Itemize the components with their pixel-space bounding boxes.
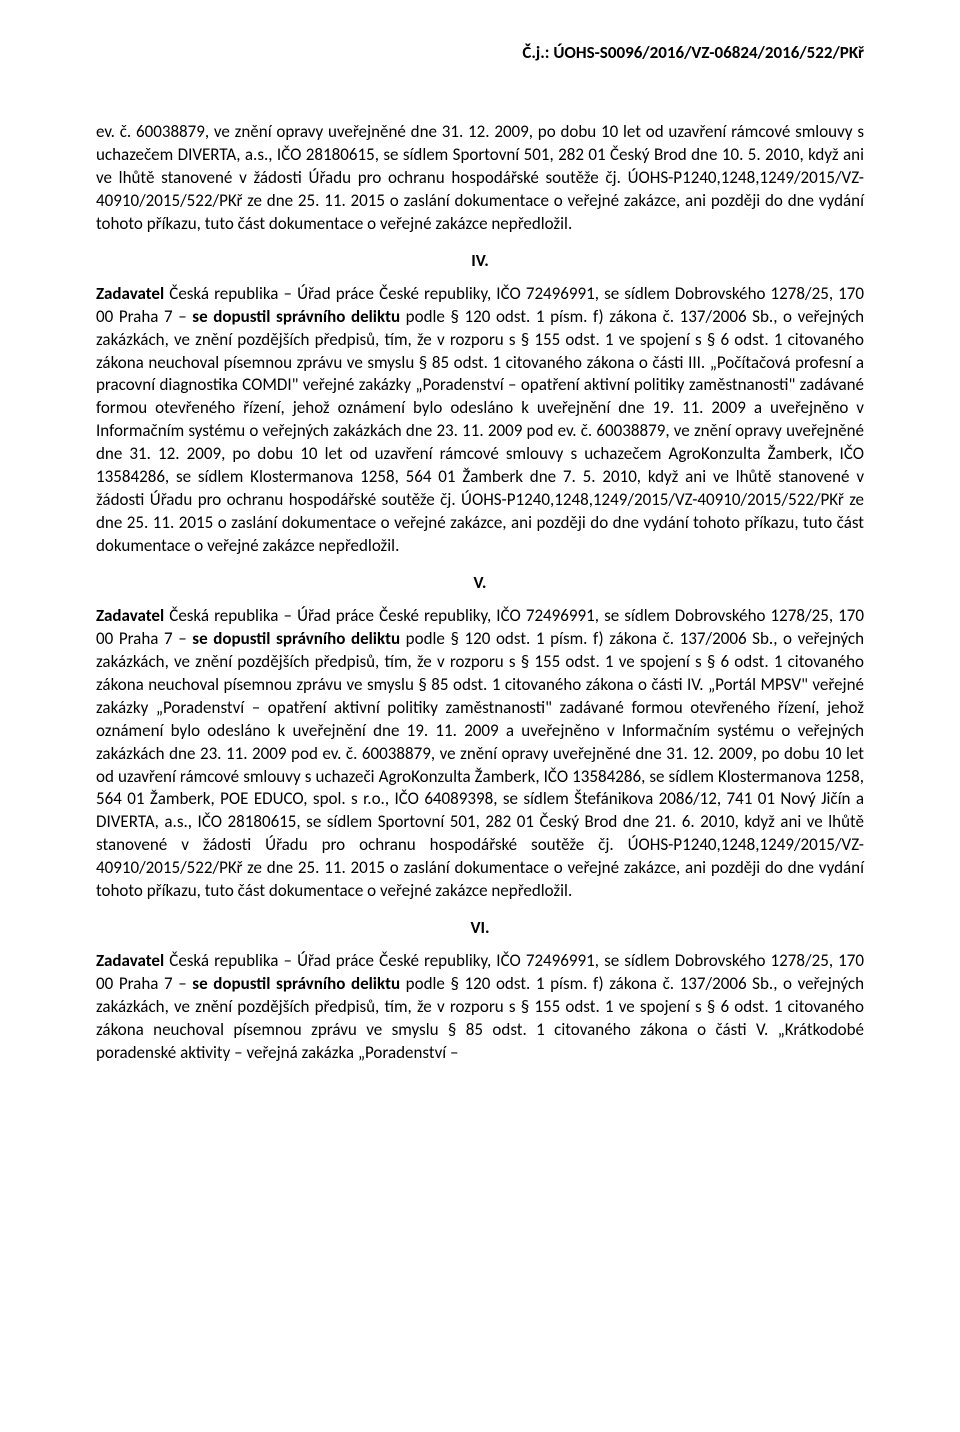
document-page: Č.j.: ÚOHS-S0096/2016/VZ-06824/2016/522/… <box>0 0 960 1432</box>
section-vi-label: VI. <box>96 917 864 938</box>
section-v-tail: podle § 120 odst. 1 písm. f) zákona č. 1… <box>96 628 864 901</box>
section-vi-paragraph: Zadavatel Česká republika – Úřad práce Č… <box>96 950 864 1065</box>
section-v-paragraph: Zadavatel Česká republika – Úřad práce Č… <box>96 605 864 903</box>
section-iv-lead: Zadavatel <box>96 283 164 304</box>
section-iv-tail: podle § 120 odst. 1 písm. f) zákona č. 1… <box>96 306 864 556</box>
section-v-lead: Zadavatel <box>96 605 164 626</box>
section-iv-offense: se dopustil správního deliktu <box>192 306 400 327</box>
section-iv-paragraph: Zadavatel Česká republika – Úřad práce Č… <box>96 283 864 558</box>
section-vi-lead: Zadavatel <box>96 950 164 971</box>
intro-continuation-paragraph: ev. č. 60038879, ve znění opravy uveřejn… <box>96 121 864 236</box>
case-reference-header: Č.j.: ÚOHS-S0096/2016/VZ-06824/2016/522/… <box>96 42 864 63</box>
section-v-label: V. <box>96 572 864 593</box>
section-vi-offense: se dopustil správního deliktu <box>192 973 400 994</box>
section-iv-label: IV. <box>96 250 864 271</box>
section-v-offense: se dopustil správního deliktu <box>192 628 400 649</box>
